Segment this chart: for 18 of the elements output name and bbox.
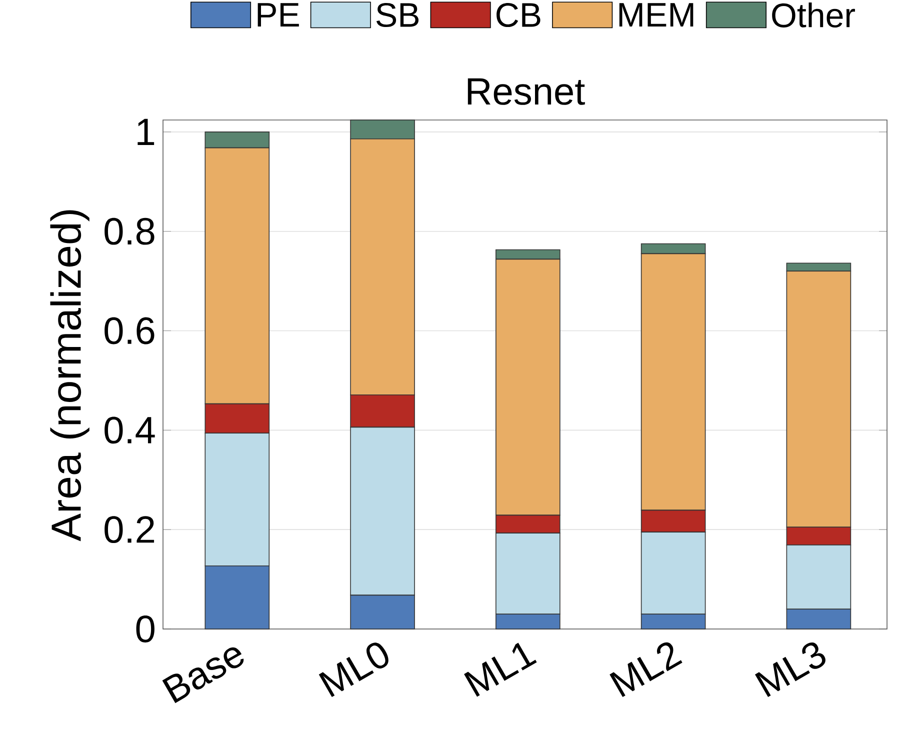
y-tick-label: 0.2 (104, 516, 154, 544)
y-tick-label: 0.6 (104, 317, 154, 344)
legend-label: MEM (619, 3, 694, 27)
legend-label: PE (258, 3, 299, 27)
x-tick-label: ML3 (755, 642, 826, 698)
y-tick-label: 0 (136, 616, 154, 642)
y-tick-label: 0.4 (104, 416, 155, 444)
y-axis-title: Area (normalized) (50, 210, 90, 542)
x-tick-label: ML1 (464, 642, 537, 697)
y-tick-label: 1 (138, 118, 154, 145)
x-tick-label: ML2 (610, 642, 682, 698)
x-tick-label: Base (162, 647, 244, 704)
chart-title: Resnet (468, 78, 585, 105)
legend-label: Other (772, 2, 855, 28)
legend-label: SB (376, 2, 419, 28)
x-tick-label: ML0 (318, 642, 388, 698)
y-tick-label: 0.8 (104, 218, 154, 245)
legend-label: CB (496, 2, 540, 28)
